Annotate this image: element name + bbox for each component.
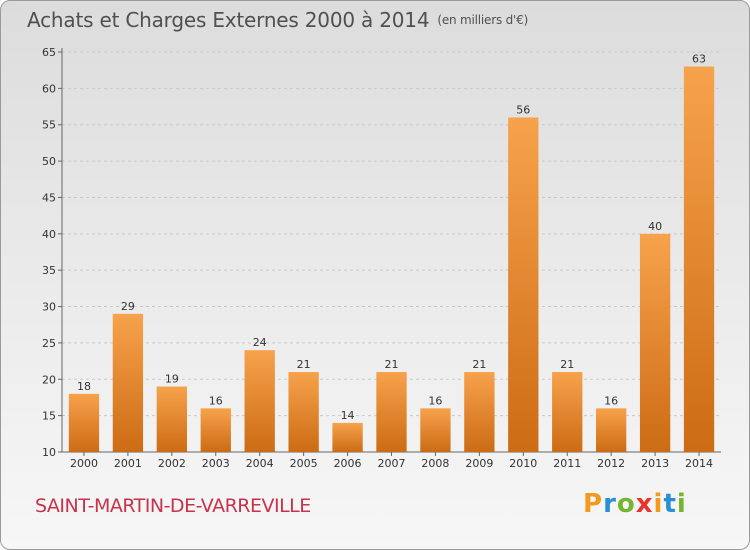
commune-name: SAINT-MARTIN-DE-VARREVILLE (35, 495, 311, 517)
x-tick-label-2005: 2005 (290, 457, 318, 470)
value-label-2007: 21 (385, 358, 399, 371)
bar-2005 (288, 372, 319, 452)
value-label-2010: 56 (516, 103, 530, 116)
y-tick-label: 55 (42, 119, 56, 132)
x-tick-label-2006: 2006 (334, 457, 362, 470)
bar-2014 (683, 66, 715, 452)
x-tick-label-2010: 2010 (509, 457, 537, 470)
y-tick-label: 10 (42, 446, 56, 459)
x-tick-label-2014: 2014 (685, 457, 713, 470)
x-tick-label-2007: 2007 (378, 457, 406, 470)
x-tick-label-2004: 2004 (246, 457, 274, 470)
value-label-2013: 40 (648, 220, 662, 233)
y-tick-label: 40 (42, 228, 56, 241)
bar-2011 (552, 372, 583, 452)
value-labels: 18 29 19 16 24 21 14 21 16 21 56 21 16 40 63 (77, 53, 706, 422)
bar-2004 (244, 350, 275, 452)
y-tick-label: 65 (42, 46, 56, 59)
x-axis-categories: 2000 2001 2002 2003 2004 2005 2006 2007 2008 2009… (70, 452, 713, 470)
value-label-2002: 19 (165, 373, 179, 386)
y-tick-label: 30 (42, 301, 56, 314)
x-tick-label-2003: 2003 (202, 457, 230, 470)
x-tick-label-2011: 2011 (553, 457, 581, 470)
chart-subtitle: (en milliers d'€) (437, 13, 529, 27)
value-label-2009: 21 (472, 358, 486, 371)
logo-letter: o (616, 489, 636, 519)
value-label-2005: 21 (297, 358, 311, 371)
x-tick-label-2009: 2009 (465, 457, 493, 470)
y-tick-label: 15 (42, 410, 56, 423)
bar-2002 (156, 386, 187, 452)
value-label-2004: 24 (253, 336, 267, 349)
bar-2009 (464, 372, 495, 452)
x-tick-label-2008: 2008 (421, 457, 449, 470)
y-tick-label: 45 (42, 191, 56, 204)
y-tick-label: 25 (42, 337, 56, 350)
y-tick-label: 60 (42, 82, 56, 95)
logo-letter: i (676, 489, 687, 519)
value-label-2000: 18 (77, 380, 91, 393)
bar-2001 (112, 313, 144, 452)
bars (68, 66, 715, 453)
bar-2010 (508, 117, 539, 453)
x-tick-label-2001: 2001 (114, 457, 142, 470)
bar-2013 (639, 233, 671, 452)
y-tick-label: 35 (42, 264, 56, 277)
bar-2003 (200, 408, 231, 452)
bar-2006 (332, 422, 363, 452)
chart-title-text: Achats et Charges Externes 2000 à 2014 (27, 8, 430, 32)
value-label-2011: 21 (560, 358, 574, 371)
value-label-2008: 16 (428, 394, 442, 407)
logo-letter: P (583, 489, 604, 519)
bar-2008 (420, 408, 451, 452)
logo-letter: r (603, 489, 617, 519)
value-label-2012: 16 (604, 394, 618, 407)
bar-2007 (376, 372, 407, 452)
logo-letter: i (653, 489, 664, 519)
x-tick-label-2000: 2000 (70, 457, 98, 470)
bar-2000 (68, 393, 100, 452)
y-axis-ticks: 10 15 20 25 30 35 40 45 50 55 60 65 (42, 46, 62, 459)
value-label-2001: 29 (121, 300, 135, 313)
x-tick-label-2002: 2002 (158, 457, 186, 470)
proxiti-logo: Proxiti (583, 489, 687, 519)
y-tick-label: 50 (42, 155, 56, 168)
chart-title: Achats et Charges Externes 2000 à 2014 (e… (27, 8, 528, 32)
logo-letter: t (663, 489, 677, 519)
logo-letter: x (635, 489, 654, 519)
y-tick-label: 20 (42, 373, 56, 386)
value-label-2014: 63 (692, 53, 706, 66)
value-label-2003: 16 (209, 394, 223, 407)
bar-2012 (596, 408, 627, 452)
x-tick-label-2012: 2012 (597, 457, 625, 470)
x-tick-label-2013: 2013 (641, 457, 669, 470)
value-label-2006: 14 (341, 409, 355, 422)
